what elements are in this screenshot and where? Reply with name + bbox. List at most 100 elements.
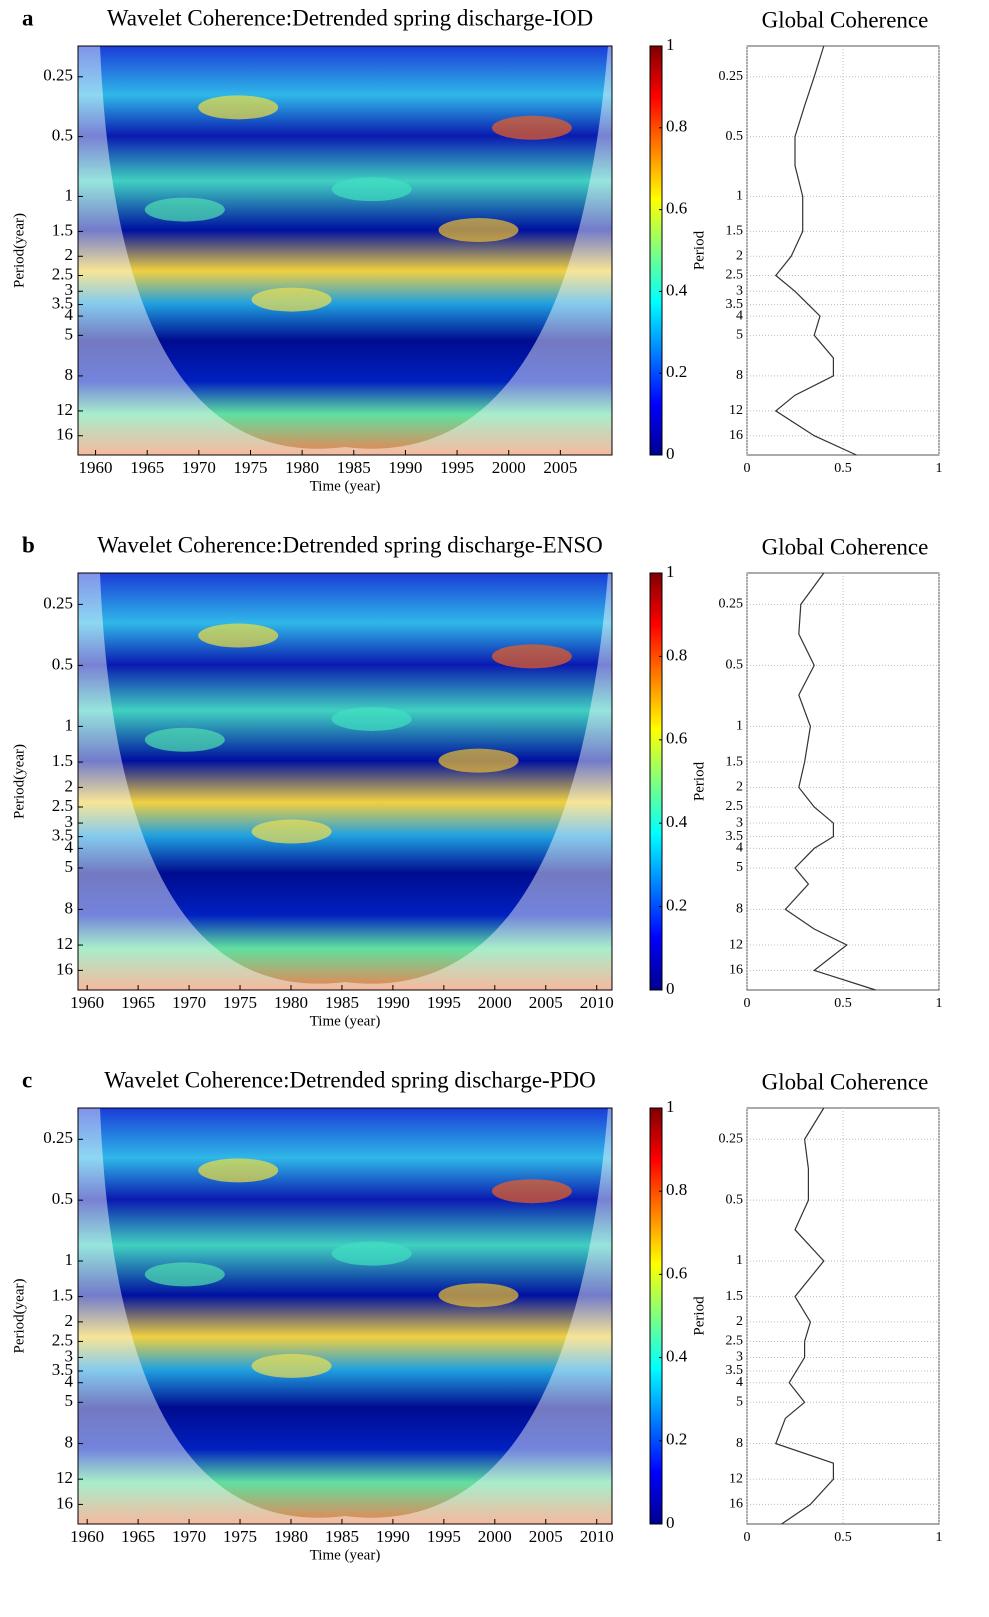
y-tick-label: 1.5 [52,220,73,239]
x-tick-label: 1980 [274,1527,308,1546]
x-tick-label: 1960 [70,993,104,1012]
colorbar-tick-label: 0.4 [666,812,688,831]
colorbar [649,572,663,991]
colorbar-tick-label: 0.6 [666,1263,687,1282]
y-tick-label: 0.5 [726,1192,744,1207]
panel-label: b [22,532,35,557]
chart-title: Global Coherence [762,534,929,559]
y-tick-label: 2.5 [52,796,73,815]
y-tick-label: 1 [736,1253,743,1268]
y-tick-label: 1.5 [726,224,744,239]
y-tick-label: 16 [56,959,73,978]
y-tick-label: 4 [736,308,743,323]
x-tick-label: 1975 [223,1527,257,1546]
colorbar-tick-label: 0 [666,444,675,463]
y-tick-label: 12 [729,937,743,952]
y-tick-label: 3 [65,1346,74,1365]
y-tick-label: 0.5 [52,126,73,145]
x-tick-label: 1970 [182,458,216,477]
x-tick-label: 1990 [388,458,422,477]
plot-frame [77,45,613,456]
x-tick-label: 1960 [79,458,113,477]
y-tick-label: 8 [736,368,743,383]
x-tick-label: 1965 [130,458,164,477]
y-tick-label: 2.5 [726,1334,744,1349]
x-tick-label: 2000 [492,458,526,477]
coherence-line [784,572,876,991]
y-tick-label: 2 [65,245,74,264]
heatmap-field [78,46,612,455]
colorbar-tick-label: 1 [666,1097,675,1116]
heatmap-texture [491,1179,572,1204]
heatmap-field [78,1108,612,1524]
y-tick-label: 4 [65,305,74,324]
y-tick-label: 8 [65,898,74,917]
colorbar-tick-label: 0 [666,1513,675,1532]
y-tick-label: 16 [56,1493,73,1512]
y-tick-label: 1 [736,719,743,734]
chart-title: Wavelet Coherence:Detrended spring disch… [107,5,593,30]
colorbar-tick-label: 0.6 [666,729,687,748]
y-tick-label: 4 [736,1375,743,1390]
x-tick-label: 1975 [223,993,257,1012]
y-tick-label: 1.5 [726,1289,744,1304]
y-tick-label: 0.25 [719,597,744,612]
x-tick-label: 1970 [172,1527,206,1546]
y-axis-label: Period(year) [11,213,27,288]
y-tick-label: 1 [65,715,74,734]
x-tick-label: 1995 [427,993,461,1012]
heatmap-texture [438,218,519,243]
y-tick-label: 1.5 [52,751,73,770]
heatmap-texture [198,1158,279,1183]
x-tick-label: 1965 [121,1527,155,1546]
colorbar-tick-label: 0.8 [666,1180,687,1199]
x-tick-label: 1980 [285,458,319,477]
colorbar-tick-label: 1 [666,35,675,54]
colorbar-tick-label: 0.2 [666,1430,687,1449]
y-tick-label: 12 [56,1468,73,1487]
chart-title: Wavelet Coherence:Detrended spring disch… [104,1067,595,1092]
y-tick-label: 8 [736,1436,743,1451]
y-tick-label: 2 [736,1314,743,1329]
y-tick-label: 0.25 [719,69,744,84]
y-tick-label: 1 [65,185,74,204]
x-tick-label: 2010 [580,993,614,1012]
y-tick-label: 3.5 [52,293,73,312]
y-tick-label: 2 [65,776,74,795]
x-tick-label: 1975 [233,458,267,477]
heatmap-texture [331,177,412,202]
y-tick-label: 8 [736,902,743,917]
y-tick-label: 8 [65,365,74,384]
cone-of-influence [78,573,612,990]
y-tick-label: 3 [736,283,743,298]
y-tick-label: 3 [736,1350,743,1365]
x-tick-label: 2010 [580,1527,614,1546]
y-tick-label: 2 [65,1311,74,1330]
x-tick-label: 1990 [376,1527,410,1546]
y-tick-label: 3.5 [726,297,744,312]
y-tick-label: 0.5 [726,658,744,673]
colorbar-tick-label: 0.4 [666,1347,688,1366]
y-tick-label: 16 [56,425,73,444]
heatmap-texture [144,197,225,222]
y-tick-label: 16 [729,963,743,978]
x-tick-label: 0 [744,461,751,476]
x-tick-label: 1965 [121,993,155,1012]
x-tick-label: 0.5 [834,996,852,1011]
cone-of-influence [78,46,612,455]
y-tick-label: 2.5 [52,264,73,283]
y-tick-label: 12 [56,934,73,953]
heatmap-texture [251,1353,332,1378]
x-tick-label: 0.5 [834,1530,852,1545]
y-tick-label: 2 [736,248,743,263]
x-tick-label: 2000 [478,993,512,1012]
y-tick-label: 3 [736,815,743,830]
x-tick-label: 1 [936,996,943,1011]
y-tick-label: 0.25 [719,1132,744,1147]
y-tick-label: 12 [729,403,743,418]
x-axis-label: Time (year) [310,1013,381,1029]
colorbar-tick-label: 0.2 [666,896,687,915]
y-tick-label: 8 [65,1432,74,1451]
y-tick-label: 12 [729,1471,743,1486]
